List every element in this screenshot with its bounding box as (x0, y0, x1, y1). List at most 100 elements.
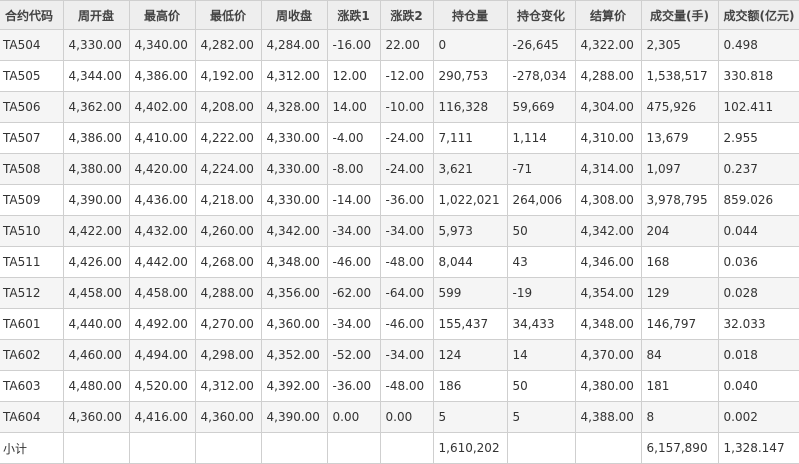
table-cell: 0.498 (717, 29, 799, 61)
table-cell: 4,208.00 (194, 91, 262, 123)
table-cell: 129 (640, 277, 719, 309)
table-cell: 1,022,021 (432, 184, 508, 216)
table-cell: 4,310.00 (574, 122, 642, 154)
table-cell: 4,520.00 (128, 370, 196, 402)
table-cell: -24.00 (379, 153, 434, 185)
table-cell: 2,305 (640, 29, 719, 61)
table-cell (379, 432, 434, 464)
table-cell: 50 (506, 215, 576, 247)
table-cell: -46.00 (326, 246, 381, 278)
table-cell: 116,328 (432, 91, 508, 123)
table-row: TA510 4,422.00 4,432.00 4,260.00 4,342.00 -34… (0, 215, 799, 247)
column-header: 结算价 (574, 0, 642, 30)
table-row: TA603 4,480.00 4,520.00 4,312.00 4,392.00 -36… (0, 370, 799, 402)
table-cell: 124 (432, 339, 508, 371)
column-header: 合约代码 (0, 0, 64, 30)
table-row: TA602 4,460.00 4,494.00 4,298.00 4,352.00 -52… (0, 339, 799, 371)
table-cell: 1,328.147 (717, 432, 799, 464)
table-cell: 204 (640, 215, 719, 247)
table-cell: -64.00 (379, 277, 434, 309)
table-cell: 4,344.00 (62, 60, 130, 92)
table-cell: 4,420.00 (128, 153, 196, 185)
table-cell: 1,097 (640, 153, 719, 185)
table-cell: 4,328.00 (260, 91, 328, 123)
table-cell: 4,282.00 (194, 29, 262, 61)
table-row: TA505 4,344.00 4,386.00 4,192.00 4,312.00 12.… (0, 60, 799, 92)
table-cell: 4,304.00 (574, 91, 642, 123)
table-cell: 0.028 (717, 277, 799, 309)
table-cell: 4,492.00 (128, 308, 196, 340)
table-cell: 0 (432, 29, 508, 61)
table-cell: 43 (506, 246, 576, 278)
table-cell: 0.018 (717, 339, 799, 371)
table-cell: TA510 (0, 215, 64, 247)
table-cell: 4,390.00 (260, 401, 328, 433)
table-cell: -34.00 (326, 215, 381, 247)
table-cell: 1,538,517 (640, 60, 719, 92)
table-cell: -34.00 (379, 215, 434, 247)
table-cell: -52.00 (326, 339, 381, 371)
table-cell: 4,402.00 (128, 91, 196, 123)
table-cell: 4,410.00 (128, 122, 196, 154)
table-cell: 4,218.00 (194, 184, 262, 216)
table-cell: 0.044 (717, 215, 799, 247)
table-cell: 4,370.00 (574, 339, 642, 371)
table-row: TA511 4,426.00 4,442.00 4,268.00 4,348.00 -46… (0, 246, 799, 278)
table-cell: 84 (640, 339, 719, 371)
table-cell: 22.00 (379, 29, 434, 61)
table-cell: 102.411 (717, 91, 799, 123)
table-row: TA507 4,386.00 4,410.00 4,222.00 4,330.00 -4.… (0, 122, 799, 154)
table-cell: -8.00 (326, 153, 381, 185)
table-cell: 1,610,202 (432, 432, 508, 464)
table-cell: 4,458.00 (62, 277, 130, 309)
table-cell: 4,494.00 (128, 339, 196, 371)
table-cell: TA504 (0, 29, 64, 61)
table-cell: 59,669 (506, 91, 576, 123)
table-cell: -14.00 (326, 184, 381, 216)
table-cell: 0.036 (717, 246, 799, 278)
table-cell: 4,386.00 (62, 122, 130, 154)
table-cell (194, 432, 262, 464)
table-cell: 5 (506, 401, 576, 433)
table-cell: TA509 (0, 184, 64, 216)
column-header: 成交量(手) (640, 0, 719, 30)
table-cell: 0.00 (326, 401, 381, 433)
table-cell: 475,926 (640, 91, 719, 123)
table-cell: 0.00 (379, 401, 434, 433)
table-cell: TA505 (0, 60, 64, 92)
table-cell: 4,308.00 (574, 184, 642, 216)
column-header: 周开盘 (62, 0, 130, 30)
table-cell: 4,458.00 (128, 277, 196, 309)
table-cell: 4,268.00 (194, 246, 262, 278)
column-header: 持仓量 (432, 0, 508, 30)
table-cell: 5,973 (432, 215, 508, 247)
table-cell: 4,288.00 (194, 277, 262, 309)
table-cell: 4,330.00 (260, 153, 328, 185)
table-cell: 0.237 (717, 153, 799, 185)
table-cell: TA506 (0, 91, 64, 123)
table-cell: -12.00 (379, 60, 434, 92)
table-cell: 34,433 (506, 308, 576, 340)
table-cell: 14.00 (326, 91, 381, 123)
table-cell: 小计 (0, 432, 64, 464)
table-cell: 330.818 (717, 60, 799, 92)
column-header: 最高价 (128, 0, 196, 30)
table-cell: 4,390.00 (62, 184, 130, 216)
table-cell: 4,298.00 (194, 339, 262, 371)
table-cell: 4,362.00 (62, 91, 130, 123)
table-row: TA508 4,380.00 4,420.00 4,224.00 4,330.00 -8.… (0, 153, 799, 185)
table-cell: 4,260.00 (194, 215, 262, 247)
table-row: TA512 4,458.00 4,458.00 4,288.00 4,356.00 -62… (0, 277, 799, 309)
table-cell: 4,348.00 (260, 246, 328, 278)
table-cell: 4,348.00 (574, 308, 642, 340)
table-cell: 290,753 (432, 60, 508, 92)
table-body: TA504 4,330.00 4,340.00 4,282.00 4,284.00 -16… (0, 29, 799, 464)
table-cell: 186 (432, 370, 508, 402)
table-cell: 5 (432, 401, 508, 433)
table-cell (506, 432, 576, 464)
table-cell: 7,111 (432, 122, 508, 154)
table-cell: 8 (640, 401, 719, 433)
table-cell: 4,386.00 (128, 60, 196, 92)
table-cell: 4,342.00 (574, 215, 642, 247)
table-header-row: 合约代码 周开盘 最高价 最低价 周收盘 涨跌1 涨跌2 持仓量 持仓变化 结算价 成交量(手) 成交… (0, 0, 799, 30)
